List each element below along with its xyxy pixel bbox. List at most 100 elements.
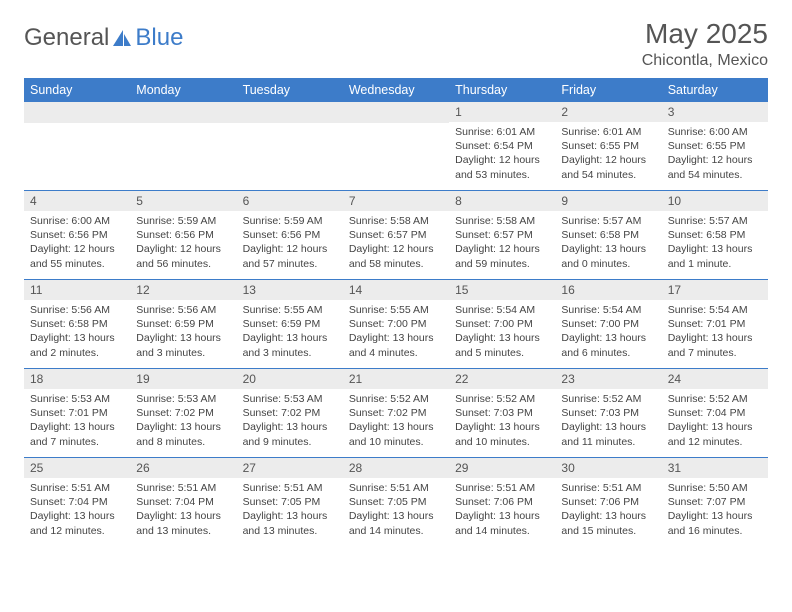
day-header: Wednesday [343, 78, 449, 102]
day-cell: 7Sunrise: 5:58 AMSunset: 6:57 PMDaylight… [343, 191, 449, 280]
day-cell: 20Sunrise: 5:53 AMSunset: 7:02 PMDayligh… [237, 369, 343, 458]
day-details: Sunrise: 5:52 AMSunset: 7:03 PMDaylight:… [555, 389, 661, 452]
day-cell: 21Sunrise: 5:52 AMSunset: 7:02 PMDayligh… [343, 369, 449, 458]
day-cell: 5Sunrise: 5:59 AMSunset: 6:56 PMDaylight… [130, 191, 236, 280]
day-number: 15 [449, 280, 555, 300]
day-header: Thursday [449, 78, 555, 102]
day-number: 29 [449, 458, 555, 478]
day-number: 22 [449, 369, 555, 389]
day-cell: 3Sunrise: 6:00 AMSunset: 6:55 PMDaylight… [662, 102, 768, 191]
day-cell: 4Sunrise: 6:00 AMSunset: 6:56 PMDaylight… [24, 191, 130, 280]
day-cell: 8Sunrise: 5:58 AMSunset: 6:57 PMDaylight… [449, 191, 555, 280]
day-details: Sunrise: 5:52 AMSunset: 7:04 PMDaylight:… [662, 389, 768, 452]
header: General Blue May 2025 Chicontla, Mexico [24, 18, 768, 70]
day-cell: 26Sunrise: 5:51 AMSunset: 7:04 PMDayligh… [130, 458, 236, 546]
day-cell: 28Sunrise: 5:51 AMSunset: 7:05 PMDayligh… [343, 458, 449, 546]
day-number: 25 [24, 458, 130, 478]
day-number-empty [343, 102, 449, 123]
day-cell: 18Sunrise: 5:53 AMSunset: 7:01 PMDayligh… [24, 369, 130, 458]
day-details: Sunrise: 5:57 AMSunset: 6:58 PMDaylight:… [555, 211, 661, 274]
day-number-empty [237, 102, 343, 123]
day-cell: 13Sunrise: 5:55 AMSunset: 6:59 PMDayligh… [237, 280, 343, 369]
day-cell: 19Sunrise: 5:53 AMSunset: 7:02 PMDayligh… [130, 369, 236, 458]
day-cell: 25Sunrise: 5:51 AMSunset: 7:04 PMDayligh… [24, 458, 130, 546]
day-number: 1 [449, 102, 555, 122]
day-details: Sunrise: 5:58 AMSunset: 6:57 PMDaylight:… [343, 211, 449, 274]
day-number: 28 [343, 458, 449, 478]
page: General Blue May 2025 Chicontla, Mexico … [0, 0, 792, 546]
day-details: Sunrise: 5:59 AMSunset: 6:56 PMDaylight:… [130, 211, 236, 274]
day-header: Monday [130, 78, 236, 102]
day-details: Sunrise: 5:51 AMSunset: 7:06 PMDaylight:… [449, 478, 555, 541]
day-cell: 9Sunrise: 5:57 AMSunset: 6:58 PMDaylight… [555, 191, 661, 280]
day-details: Sunrise: 5:51 AMSunset: 7:05 PMDaylight:… [237, 478, 343, 541]
day-cell: 10Sunrise: 5:57 AMSunset: 6:58 PMDayligh… [662, 191, 768, 280]
day-details: Sunrise: 5:55 AMSunset: 6:59 PMDaylight:… [237, 300, 343, 363]
day-number: 12 [130, 280, 236, 300]
day-number: 20 [237, 369, 343, 389]
day-number: 3 [662, 102, 768, 122]
day-details: Sunrise: 5:52 AMSunset: 7:02 PMDaylight:… [343, 389, 449, 452]
day-details: Sunrise: 5:53 AMSunset: 7:01 PMDaylight:… [24, 389, 130, 452]
day-number: 9 [555, 191, 661, 211]
day-header: Friday [555, 78, 661, 102]
calendar-table: SundayMondayTuesdayWednesdayThursdayFrid… [24, 78, 768, 546]
day-number: 6 [237, 191, 343, 211]
day-details: Sunrise: 5:58 AMSunset: 6:57 PMDaylight:… [449, 211, 555, 274]
day-details: Sunrise: 5:50 AMSunset: 7:07 PMDaylight:… [662, 478, 768, 541]
day-details: Sunrise: 5:51 AMSunset: 7:04 PMDaylight:… [24, 478, 130, 541]
day-header: Sunday [24, 78, 130, 102]
day-details: Sunrise: 5:53 AMSunset: 7:02 PMDaylight:… [130, 389, 236, 452]
day-cell: 16Sunrise: 5:54 AMSunset: 7:00 PMDayligh… [555, 280, 661, 369]
day-number: 10 [662, 191, 768, 211]
day-header: Tuesday [237, 78, 343, 102]
day-details: Sunrise: 5:56 AMSunset: 6:59 PMDaylight:… [130, 300, 236, 363]
day-cell: 12Sunrise: 5:56 AMSunset: 6:59 PMDayligh… [130, 280, 236, 369]
day-cell: 11Sunrise: 5:56 AMSunset: 6:58 PMDayligh… [24, 280, 130, 369]
day-number: 27 [237, 458, 343, 478]
day-cell: 22Sunrise: 5:52 AMSunset: 7:03 PMDayligh… [449, 369, 555, 458]
day-details: Sunrise: 5:51 AMSunset: 7:05 PMDaylight:… [343, 478, 449, 541]
week-row: 1Sunrise: 6:01 AMSunset: 6:54 PMDaylight… [24, 102, 768, 191]
day-number-empty [130, 102, 236, 123]
day-number: 5 [130, 191, 236, 211]
week-row: 25Sunrise: 5:51 AMSunset: 7:04 PMDayligh… [24, 458, 768, 546]
day-details: Sunrise: 5:54 AMSunset: 7:00 PMDaylight:… [449, 300, 555, 363]
day-cell: 1Sunrise: 6:01 AMSunset: 6:54 PMDaylight… [449, 102, 555, 191]
day-cell: 14Sunrise: 5:55 AMSunset: 7:00 PMDayligh… [343, 280, 449, 369]
title-block: May 2025 Chicontla, Mexico [642, 18, 768, 70]
day-cell: 23Sunrise: 5:52 AMSunset: 7:03 PMDayligh… [555, 369, 661, 458]
day-cell [24, 102, 130, 191]
day-number: 24 [662, 369, 768, 389]
day-cell: 17Sunrise: 5:54 AMSunset: 7:01 PMDayligh… [662, 280, 768, 369]
day-details: Sunrise: 6:01 AMSunset: 6:54 PMDaylight:… [449, 122, 555, 185]
day-number: 21 [343, 369, 449, 389]
day-number: 16 [555, 280, 661, 300]
day-cell [343, 102, 449, 191]
day-number: 30 [555, 458, 661, 478]
day-number: 14 [343, 280, 449, 300]
logo: General Blue [24, 24, 183, 52]
day-details: Sunrise: 5:54 AMSunset: 7:01 PMDaylight:… [662, 300, 768, 363]
day-cell: 29Sunrise: 5:51 AMSunset: 7:06 PMDayligh… [449, 458, 555, 546]
day-cell: 30Sunrise: 5:51 AMSunset: 7:06 PMDayligh… [555, 458, 661, 546]
day-number: 17 [662, 280, 768, 300]
day-cell: 31Sunrise: 5:50 AMSunset: 7:07 PMDayligh… [662, 458, 768, 546]
logo-text-blue: Blue [135, 24, 183, 52]
page-title: May 2025 [642, 18, 768, 50]
day-number: 8 [449, 191, 555, 211]
day-cell: 15Sunrise: 5:54 AMSunset: 7:00 PMDayligh… [449, 280, 555, 369]
day-number: 19 [130, 369, 236, 389]
day-header-row: SundayMondayTuesdayWednesdayThursdayFrid… [24, 78, 768, 102]
day-number: 31 [662, 458, 768, 478]
day-details: Sunrise: 5:52 AMSunset: 7:03 PMDaylight:… [449, 389, 555, 452]
day-number-empty [24, 102, 130, 123]
day-details: Sunrise: 5:51 AMSunset: 7:06 PMDaylight:… [555, 478, 661, 541]
day-header: Saturday [662, 78, 768, 102]
week-row: 11Sunrise: 5:56 AMSunset: 6:58 PMDayligh… [24, 280, 768, 369]
day-number: 26 [130, 458, 236, 478]
day-number: 11 [24, 280, 130, 300]
day-details: Sunrise: 5:51 AMSunset: 7:04 PMDaylight:… [130, 478, 236, 541]
day-number: 2 [555, 102, 661, 122]
day-details: Sunrise: 6:00 AMSunset: 6:56 PMDaylight:… [24, 211, 130, 274]
